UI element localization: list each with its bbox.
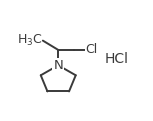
- Text: HCl: HCl: [104, 52, 128, 66]
- Text: N: N: [53, 59, 63, 72]
- Text: Cl: Cl: [86, 43, 98, 56]
- Text: H$_3$C: H$_3$C: [17, 33, 42, 48]
